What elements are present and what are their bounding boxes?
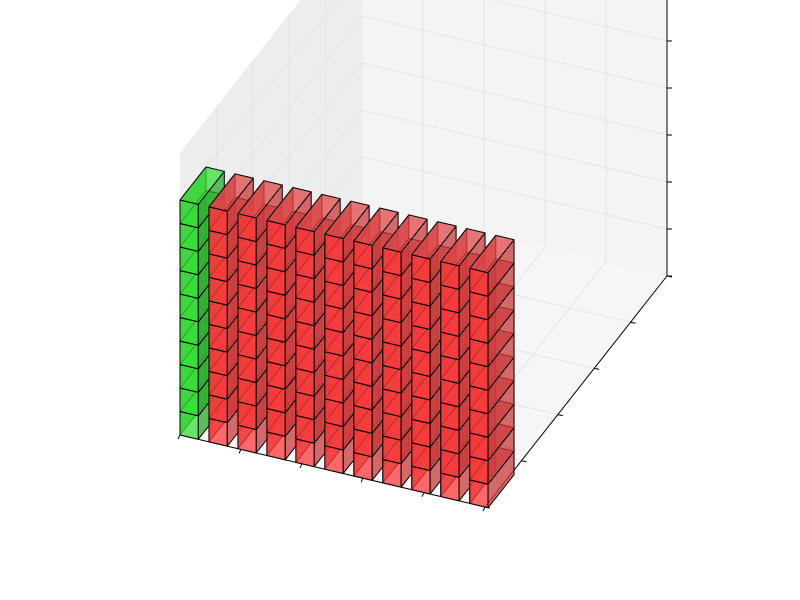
x-tick bbox=[421, 492, 425, 497]
x-tick bbox=[482, 506, 486, 512]
voxel-group bbox=[179, 166, 515, 509]
red-voxel bbox=[324, 200, 370, 263]
red-voxel bbox=[208, 173, 254, 236]
red-voxel bbox=[295, 193, 341, 256]
red-voxel bbox=[411, 221, 457, 284]
x-tick bbox=[238, 449, 242, 454]
red-voxel bbox=[266, 187, 312, 249]
x-tick bbox=[360, 477, 364, 483]
x-tick bbox=[177, 434, 181, 440]
red-voxel bbox=[440, 228, 486, 290]
x-tick bbox=[299, 463, 303, 469]
red-voxel bbox=[382, 214, 428, 277]
y-tick bbox=[557, 414, 563, 417]
y-tick bbox=[630, 321, 636, 324]
grid-line-z bbox=[179, 0, 668, 201]
y-tick bbox=[521, 460, 527, 463]
y-tick bbox=[594, 367, 600, 370]
red-voxel bbox=[469, 234, 515, 297]
red-voxel bbox=[237, 180, 283, 242]
green-voxel bbox=[179, 166, 225, 229]
y-axis-line bbox=[484, 275, 668, 508]
red-voxel bbox=[353, 207, 399, 270]
grid-line-z bbox=[179, 15, 668, 248]
